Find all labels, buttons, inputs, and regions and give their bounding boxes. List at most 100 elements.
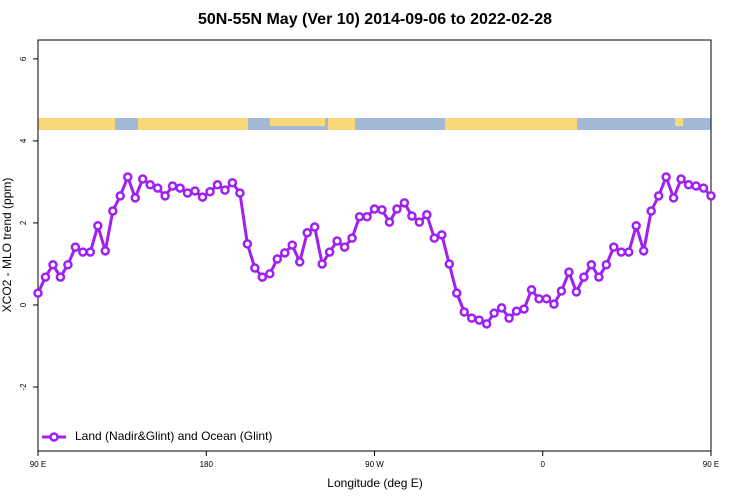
point — [362, 212, 372, 222]
point — [55, 272, 66, 282]
point — [160, 191, 170, 201]
point — [280, 248, 290, 258]
point — [579, 272, 589, 282]
point — [205, 187, 215, 197]
chart-title: 50N-55N May (Ver 10) 2014-09-06 to 2022-… — [198, 11, 552, 28]
point — [399, 198, 410, 208]
legend-marker — [49, 432, 59, 442]
point — [167, 181, 178, 191]
y-tick-label: 2 — [19, 220, 28, 225]
point — [676, 174, 686, 184]
point — [392, 204, 402, 214]
point — [190, 186, 200, 196]
point — [511, 306, 522, 316]
point — [437, 230, 447, 240]
point — [407, 211, 417, 221]
point — [653, 191, 664, 201]
point — [130, 193, 140, 203]
y-axis-label: XCO2 - MLO trend (ppm) — [0, 178, 14, 313]
point — [571, 287, 582, 297]
point — [197, 192, 208, 202]
point — [48, 260, 58, 270]
point — [354, 212, 365, 222]
point — [257, 272, 268, 282]
point — [70, 242, 81, 252]
point — [287, 240, 297, 250]
point — [250, 263, 260, 273]
point — [504, 313, 514, 323]
point — [661, 172, 671, 182]
point — [444, 259, 455, 269]
point — [638, 246, 649, 256]
point — [541, 294, 552, 304]
point — [272, 254, 283, 264]
point — [489, 308, 499, 318]
point — [429, 233, 440, 243]
point — [646, 206, 656, 216]
point — [706, 191, 716, 201]
point — [78, 247, 88, 257]
point — [122, 172, 133, 182]
x-tick-label: 0 — [541, 460, 546, 469]
legend-label: Land (Nadir&Glint) and Ocean (Glint) — [75, 429, 272, 443]
point — [302, 228, 312, 238]
point — [526, 285, 537, 295]
point — [212, 180, 223, 190]
x-tick-label: 90 E — [703, 460, 719, 469]
y-tick-label: 6 — [19, 56, 28, 61]
point — [668, 193, 679, 203]
point — [85, 247, 96, 257]
point — [347, 233, 357, 243]
point — [265, 269, 275, 279]
point — [100, 246, 111, 256]
map-strip — [38, 118, 711, 130]
y-tick-label: 4 — [19, 138, 28, 143]
point — [564, 267, 574, 277]
point — [452, 288, 462, 298]
point — [549, 299, 559, 309]
point — [601, 260, 612, 270]
point — [474, 315, 484, 325]
point — [459, 307, 469, 317]
point — [631, 221, 641, 231]
point — [93, 221, 103, 231]
point — [332, 236, 342, 246]
point — [175, 183, 185, 193]
point — [534, 294, 544, 304]
point — [496, 303, 507, 313]
point — [369, 204, 380, 214]
y-tick-label: -2 — [19, 383, 28, 391]
point — [384, 217, 395, 227]
point — [466, 313, 477, 323]
point — [242, 239, 253, 249]
point — [616, 247, 627, 257]
point — [33, 288, 43, 298]
point — [182, 188, 193, 198]
point — [609, 242, 619, 252]
point — [137, 174, 148, 184]
x-tick-label: 90 W — [365, 460, 384, 469]
point — [623, 247, 634, 257]
point — [556, 286, 567, 296]
point — [145, 180, 155, 190]
point — [40, 272, 51, 282]
point — [519, 304, 529, 314]
point — [586, 260, 597, 270]
x-tick-label: 90 E — [30, 460, 46, 469]
point — [698, 183, 709, 193]
point — [63, 260, 73, 270]
point — [220, 185, 230, 195]
point — [235, 188, 245, 198]
point — [115, 191, 126, 201]
point — [339, 242, 350, 252]
point — [377, 205, 387, 215]
point — [294, 257, 305, 267]
x-axis-label: Longitude (deg E) — [327, 476, 422, 490]
point — [481, 319, 492, 329]
point — [683, 180, 694, 190]
point — [324, 247, 335, 257]
point — [691, 181, 701, 191]
point — [414, 217, 425, 227]
point — [594, 272, 604, 282]
